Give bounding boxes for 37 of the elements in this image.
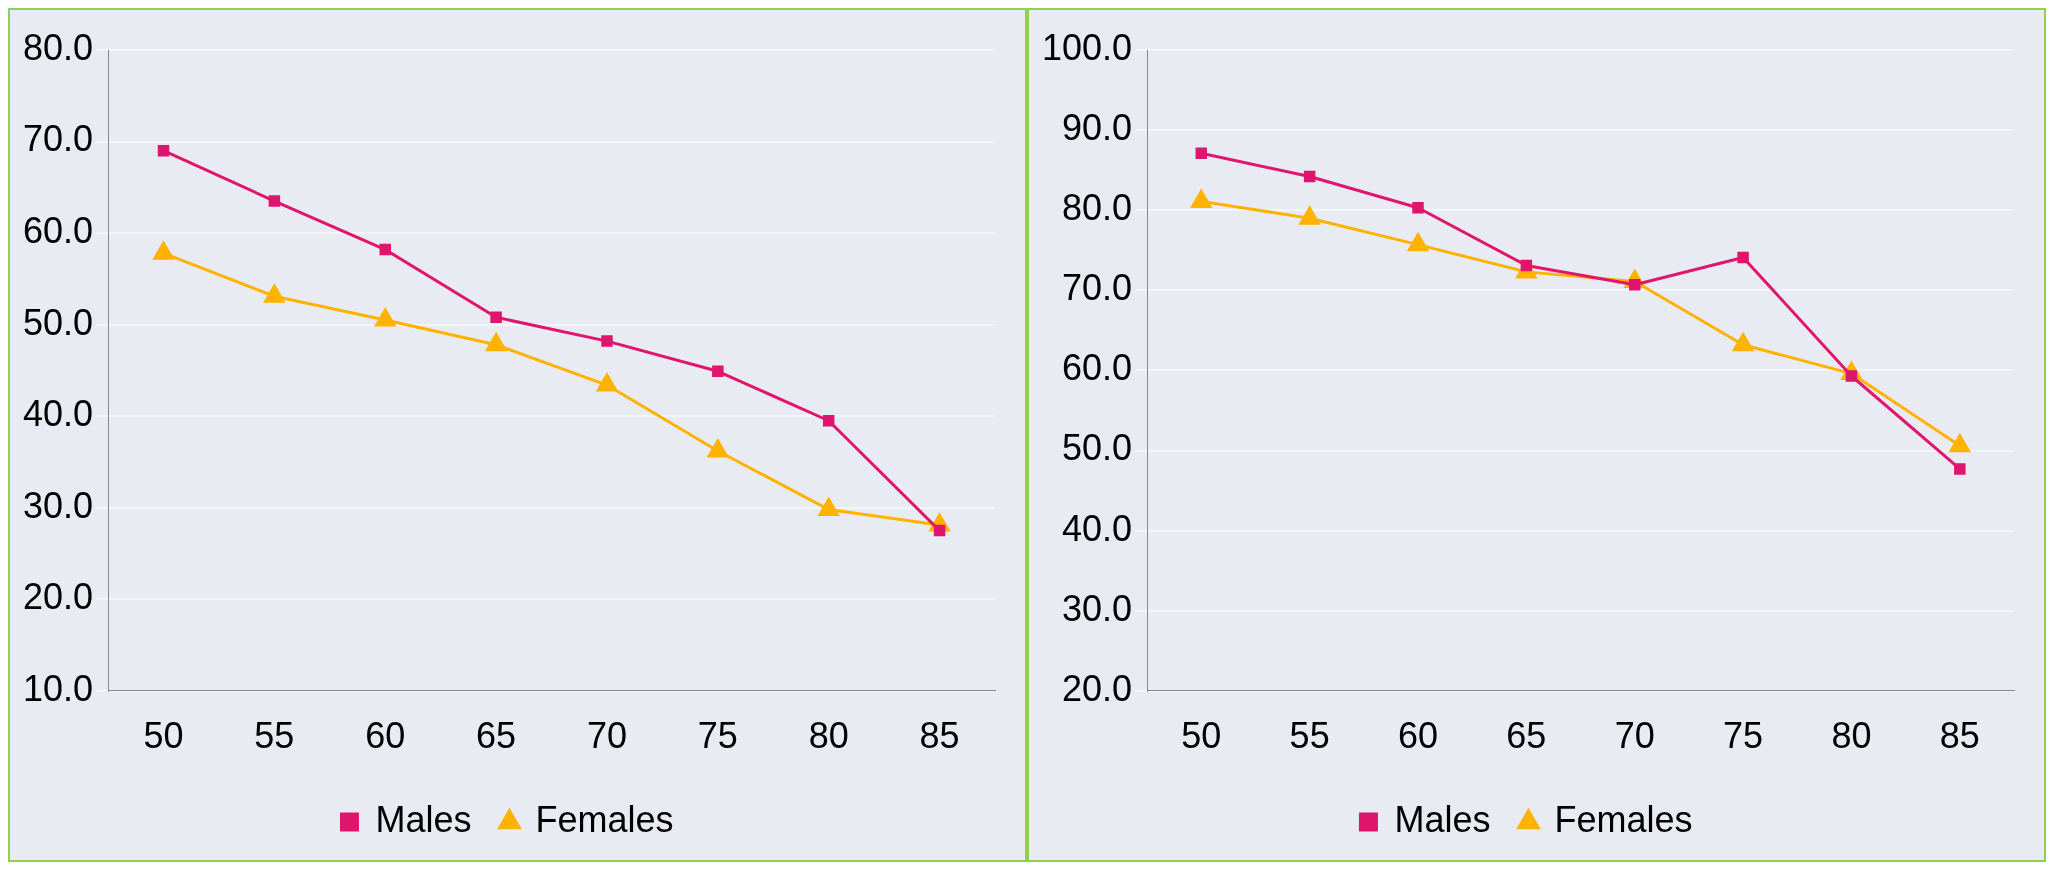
legend-label: Males [1394,798,1491,840]
y-tick-label: 70.0 [22,118,94,160]
y-tick-label: 70.0 [1062,267,1133,309]
x-tick-label: 70 [586,715,627,757]
legend-label: Males [375,798,472,840]
legend-label: Females [1554,798,1693,840]
y-tick-label: 40.0 [22,393,94,435]
x-tick-label: 75 [1723,715,1764,757]
y-tick-label: 30.0 [1062,587,1133,629]
x-tick-label: 60 [1397,715,1439,757]
y-tick-label: 40.0 [1062,507,1133,549]
x-tick-label: 50 [1181,715,1222,757]
y-tick-label: 90.0 [1062,107,1133,149]
y-tick-label: 50.0 [22,301,94,343]
y-tick-label: 20.0 [1062,667,1133,709]
x-tick-label: 80 [808,715,849,757]
legend-label: Females [535,798,674,840]
x-tick-label: 50 [143,715,184,757]
y-tick-label: 80.0 [1062,187,1133,229]
y-tick-label: 50.0 [1062,427,1133,469]
y-tick-label: 80.0 [22,26,94,68]
x-tick-label: 55 [1289,715,1330,757]
y-tick-label: 10.0 [22,667,94,709]
y-tick-label: 60.0 [22,210,94,252]
x-tick-label: 65 [1506,715,1547,757]
x-tick-label: 55 [254,715,295,757]
y-tick-label: 20.0 [22,576,94,618]
y-tick-label: 30.0 [22,484,94,526]
x-tick-label: 80 [1831,715,1872,757]
x-tick-label: 70 [1614,715,1655,757]
x-tick-label: 75 [697,715,738,757]
x-tick-label: 65 [476,715,517,757]
y-tick-label: 60.0 [1062,347,1133,389]
y-tick-label: 100.0 [1041,26,1133,68]
x-tick-label: 85 [1939,715,1980,757]
x-tick-label: 85 [919,715,960,757]
x-tick-label: 60 [365,715,406,757]
